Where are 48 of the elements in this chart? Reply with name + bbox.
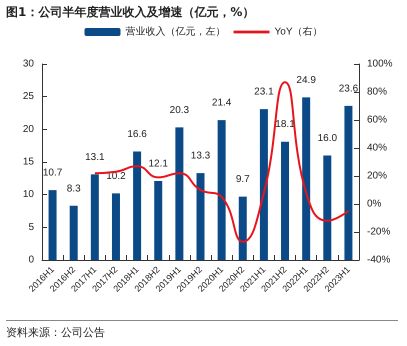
text: 资料来源：公司公告 (6, 320, 398, 340)
y2-tick-label: 0% (367, 198, 382, 210)
data-label: 16.0 (318, 132, 338, 144)
data-label: 23.1 (254, 86, 274, 98)
data-label: 18.1 (275, 119, 296, 130)
data-label: 10.7 (42, 168, 63, 179)
y-tick-label: 5 (28, 222, 34, 233)
y-tick-label: 15 (22, 156, 34, 168)
bar (281, 142, 290, 260)
bar (260, 109, 268, 260)
y2-tick-label: 40% (367, 142, 388, 154)
bar (154, 180, 162, 260)
bar (344, 106, 352, 260)
y2-tick-label: 100% (367, 58, 393, 70)
y-tick-label: 30 (22, 58, 34, 70)
y2-tick-label: 80% (367, 86, 388, 98)
bar (48, 190, 57, 260)
data-label: 21.4 (212, 98, 232, 109)
legend-label: 营业收入（亿元，左） (126, 26, 226, 38)
data-label: 8.3 (66, 183, 82, 194)
bar (218, 120, 226, 260)
y2-tick-label: -20% (367, 226, 390, 238)
legend-label: YoY（右） (274, 26, 322, 38)
data-label: 24.9 (296, 74, 316, 86)
y-tick-label: 0 (28, 254, 34, 266)
data-label: 13.3 (190, 150, 211, 162)
y-tick-label: 20 (22, 124, 34, 135)
bar (196, 173, 204, 260)
bar (302, 97, 310, 260)
data-label: 16.6 (127, 129, 148, 140)
data-label: 13.1 (85, 152, 105, 163)
data-label: 20.3 (170, 104, 190, 116)
bar (70, 206, 78, 260)
bar (112, 193, 120, 260)
bar (175, 127, 184, 260)
bar (238, 196, 247, 260)
y-tick-label: 10 (22, 189, 34, 200)
bar (323, 155, 332, 260)
y2-tick-label: 60% (367, 114, 388, 126)
bar (133, 152, 142, 260)
y2-tick-label: -40% (367, 254, 390, 266)
data-label: 9.7 (236, 174, 250, 186)
chart-title: 图1：公司半年度营业收入及增速（亿元，%） (6, 4, 254, 21)
data-label: 23.6 (338, 83, 359, 94)
y-tick-label: 25 (22, 91, 34, 102)
bar (90, 174, 99, 260)
y2-tick-label: 20% (367, 170, 388, 182)
data-label: 12.1 (148, 158, 168, 170)
